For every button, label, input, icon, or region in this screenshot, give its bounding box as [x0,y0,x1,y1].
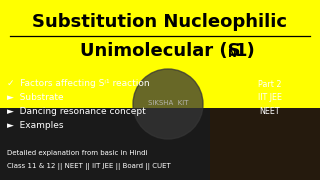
Text: ►  Dancing resonance concept: ► Dancing resonance concept [7,107,146,116]
Text: Class 11 & 12 || NEET || IIT JEE || Board || CUET: Class 11 & 12 || NEET || IIT JEE || Boar… [7,163,171,170]
Text: Detailed explanation from basic in Hindi: Detailed explanation from basic in Hindi [7,150,148,156]
Text: Substitution Nucleophilic: Substitution Nucleophilic [33,13,287,31]
Text: Part 2
IIT JEE
NEET: Part 2 IIT JEE NEET [258,80,282,116]
Text: Unimolecular (S: Unimolecular (S [80,42,240,60]
Text: N: N [228,49,237,59]
Bar [0,0,320,108]
Text: SIKSHA  KIT: SIKSHA KIT [148,100,188,106]
Bar [0,108,320,180]
Text: 1): 1) [235,42,256,60]
Text: ✓  Factors affecting Sᵎ¹ reaction: ✓ Factors affecting Sᵎ¹ reaction [7,78,150,87]
Text: ►  Examples: ► Examples [7,120,63,129]
Text: ►  Substrate: ► Substrate [7,93,64,102]
Circle shape [133,69,203,139]
Bar [210,108,320,180]
